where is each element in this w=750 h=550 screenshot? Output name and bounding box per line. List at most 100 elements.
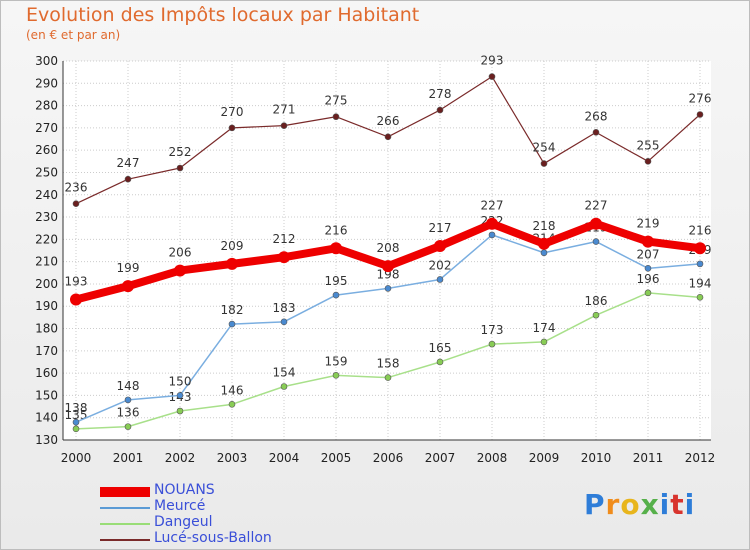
data-point-nouans <box>434 240 446 253</box>
x-tick-label: 2007 <box>425 451 456 465</box>
data-label-luc-sous-ballon: 268 <box>585 109 608 123</box>
data-label-meurc-: 150 <box>169 374 192 388</box>
data-point-meurc- <box>436 276 444 283</box>
data-label-meurc-: 207 <box>637 247 660 261</box>
data-point-nouans <box>642 235 654 248</box>
x-tick-label: 2006 <box>373 451 404 465</box>
data-point-dangeul <box>176 407 184 415</box>
data-point-dangeul <box>696 294 704 301</box>
y-tick-label: 220 <box>35 232 58 246</box>
logo-letter: t <box>670 488 685 521</box>
data-point-dangeul <box>436 358 444 366</box>
data-label-luc-sous-ballon: 266 <box>377 114 400 128</box>
data-label-luc-sous-ballon: 252 <box>169 145 192 159</box>
data-label-dangeul: 194 <box>689 276 712 290</box>
data-label-luc-sous-ballon: 254 <box>533 141 556 155</box>
data-label-luc-sous-ballon: 275 <box>325 94 348 108</box>
data-point-dangeul <box>384 374 392 381</box>
y-tick-label: 200 <box>35 277 58 291</box>
data-label-luc-sous-ballon: 255 <box>637 138 660 152</box>
data-point-dangeul <box>592 311 600 319</box>
data-point-nouans <box>382 260 394 273</box>
data-point-meurc- <box>176 392 184 399</box>
legend-label-nouans: NOUANS <box>154 482 215 498</box>
y-tick-label: 150 <box>35 388 58 402</box>
data-point-dangeul <box>280 383 288 390</box>
chart-title: Evolution des Impôts locaux par Habitant <box>26 4 420 26</box>
data-label-nouans: 227 <box>585 199 608 213</box>
y-tick-label: 250 <box>35 165 58 179</box>
data-point-dangeul <box>644 289 652 297</box>
data-label-dangeul: 165 <box>429 341 452 355</box>
y-tick-label: 280 <box>35 99 58 113</box>
logo-letter: r <box>605 488 621 521</box>
data-point-nouans <box>330 242 342 255</box>
y-tick-label: 190 <box>35 299 58 313</box>
data-point-luc-sous-ballon <box>696 111 704 118</box>
data-label-nouans: 218 <box>533 219 556 233</box>
data-point-nouans <box>122 280 134 293</box>
data-label-luc-sous-ballon: 278 <box>429 87 452 101</box>
x-tick-label: 2005 <box>321 451 352 465</box>
data-point-dangeul <box>228 401 236 408</box>
data-label-nouans: 199 <box>117 261 140 275</box>
data-label-luc-sous-ballon: 236 <box>65 181 88 195</box>
data-label-meurc-: 202 <box>429 258 452 272</box>
x-tick-label: 2012 <box>685 451 716 465</box>
data-label-luc-sous-ballon: 276 <box>689 92 712 106</box>
data-point-meurc- <box>384 285 392 292</box>
data-point-luc-sous-ballon <box>644 158 652 165</box>
y-tick-label: 270 <box>35 121 58 135</box>
data-point-luc-sous-ballon <box>228 124 236 132</box>
data-label-dangeul: 159 <box>325 354 348 368</box>
x-tick-label: 2000 <box>61 451 92 465</box>
x-tick-label: 2004 <box>269 451 300 465</box>
data-label-meurc-: 198 <box>377 267 400 281</box>
x-tick-label: 2008 <box>477 451 508 465</box>
data-point-luc-sous-ballon <box>176 164 184 172</box>
data-point-nouans <box>226 257 238 270</box>
data-label-dangeul: 158 <box>377 357 400 371</box>
data-label-nouans: 219 <box>637 217 660 231</box>
data-point-meurc- <box>644 265 652 272</box>
x-tick-label: 2009 <box>529 451 560 465</box>
data-label-nouans: 227 <box>481 199 504 213</box>
data-point-luc-sous-ballon <box>384 133 392 141</box>
y-tick-label: 130 <box>35 433 58 447</box>
data-label-luc-sous-ballon: 271 <box>273 103 296 117</box>
data-label-nouans: 216 <box>689 223 712 237</box>
x-tick-label: 2003 <box>217 451 248 465</box>
data-label-dangeul: 186 <box>585 294 608 308</box>
data-label-luc-sous-ballon: 270 <box>221 105 244 119</box>
chart-subtitle: (en € et par an) <box>26 28 121 42</box>
data-point-nouans <box>70 293 82 306</box>
legend-label-luc-sous-ballon: Lucé-sous-Ballon <box>154 530 272 546</box>
y-tick-label: 140 <box>35 411 58 425</box>
y-tick-label: 240 <box>35 188 58 202</box>
data-label-nouans: 217 <box>429 221 452 235</box>
y-tick-label: 230 <box>35 210 58 224</box>
legend-swatch-luc-sous-ballon <box>100 539 150 541</box>
data-point-meurc- <box>696 260 704 268</box>
data-label-dangeul: 173 <box>481 323 504 337</box>
y-tick-label: 170 <box>35 344 58 358</box>
data-point-nouans <box>694 242 706 255</box>
data-point-meurc- <box>228 320 236 328</box>
data-label-meurc-: 182 <box>221 303 244 317</box>
legend-swatch-nouans <box>100 487 150 497</box>
data-label-dangeul: 136 <box>117 406 140 420</box>
data-label-dangeul: 154 <box>273 365 296 379</box>
data-point-dangeul <box>488 340 496 348</box>
y-tick-label: 300 <box>35 54 58 68</box>
y-tick-label: 260 <box>35 143 58 157</box>
proxiti-logo: Proxiti <box>584 488 695 521</box>
data-point-meurc- <box>488 231 496 239</box>
legend-swatch-dangeul <box>100 523 150 525</box>
x-tick-label: 2001 <box>113 451 144 465</box>
data-point-nouans <box>486 217 498 230</box>
logo-letter: x <box>640 488 660 521</box>
data-point-meurc- <box>72 418 80 426</box>
data-point-nouans <box>278 251 290 264</box>
data-label-nouans: 212 <box>273 232 296 246</box>
data-label-nouans: 206 <box>169 246 192 260</box>
